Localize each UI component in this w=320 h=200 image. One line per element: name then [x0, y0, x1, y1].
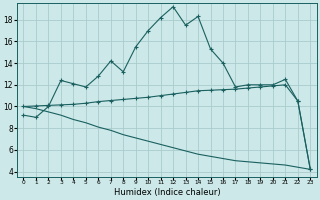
X-axis label: Humidex (Indice chaleur): Humidex (Indice chaleur) [114, 188, 220, 197]
